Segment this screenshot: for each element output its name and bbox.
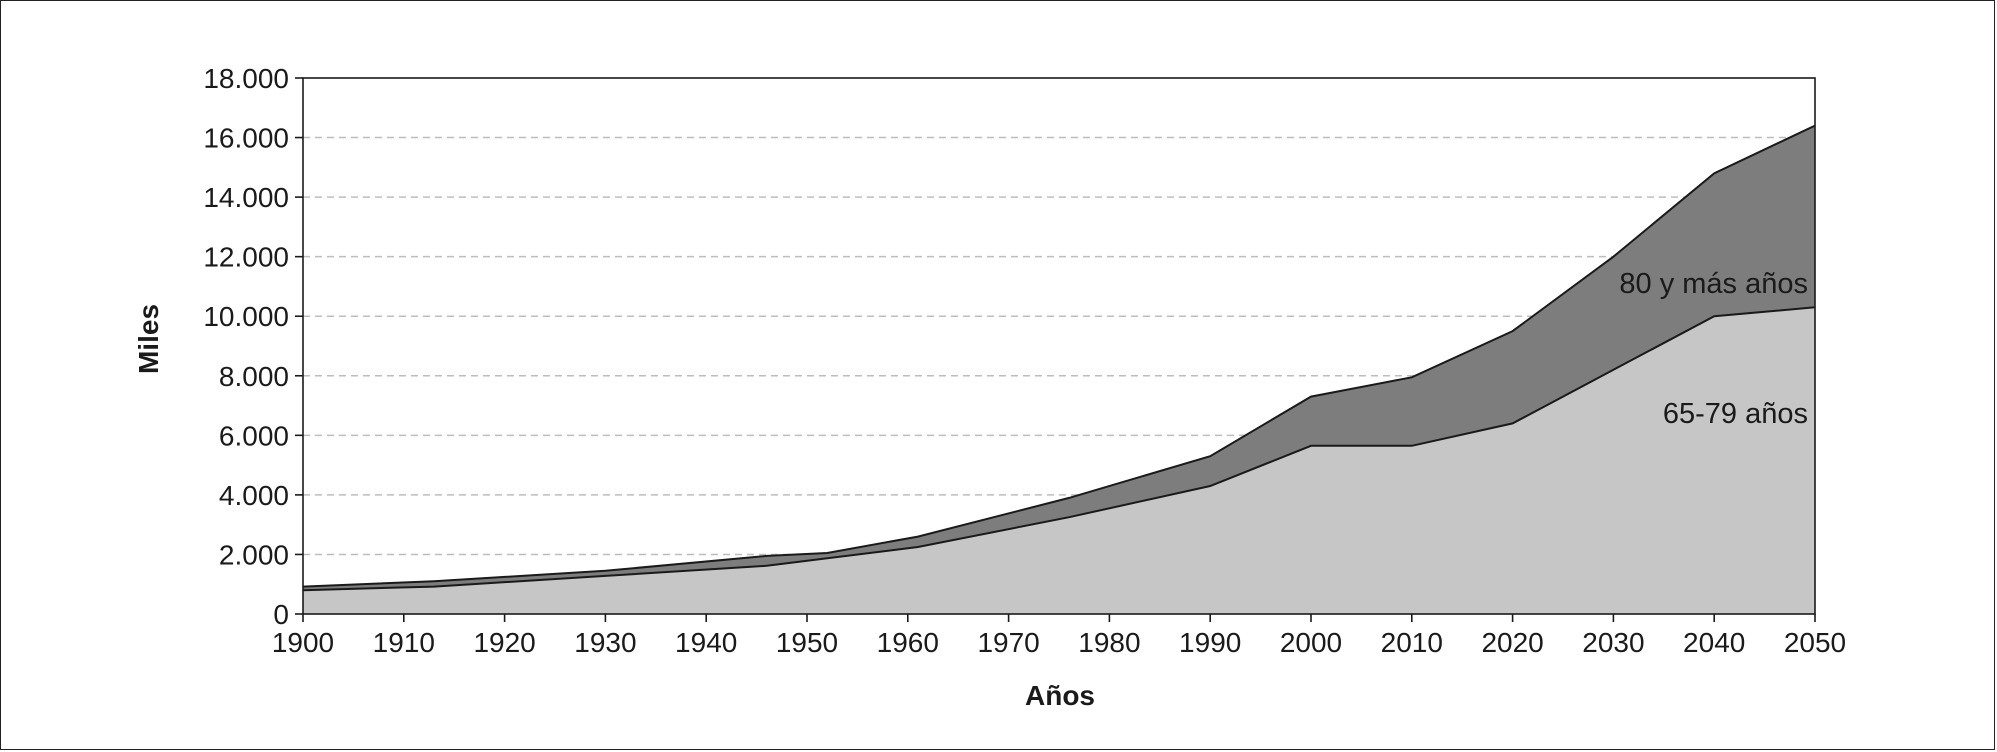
x-tick-label: 1970: [977, 627, 1039, 658]
x-tick-label: 2000: [1280, 627, 1342, 658]
x-axis-ticks: 1900 1910 1920 1930 1940 1950 1960 1970 1980 1990…: [272, 614, 1846, 658]
x-tick-label: 2010: [1381, 627, 1443, 658]
x-tick-label: 2020: [1481, 627, 1543, 658]
x-axis-title: Años: [1025, 680, 1095, 711]
axes: [302, 77, 1816, 615]
y-tick-label: 10.000: [203, 301, 289, 332]
y-tick-label: 14.000: [203, 182, 289, 213]
y-tick-label: 12.000: [203, 242, 289, 273]
area-65-79: [303, 307, 1815, 614]
series-label-80-plus: 80 y más años: [1619, 268, 1808, 300]
x-tick-label: 2050: [1784, 627, 1846, 658]
y-tick-label: 2.000: [219, 539, 289, 570]
x-tick-label: 1950: [776, 627, 838, 658]
x-tick-label: 1980: [1078, 627, 1140, 658]
x-tick-label: 1930: [574, 627, 636, 658]
x-tick-label: 1900: [272, 627, 334, 658]
plot-border: [302, 77, 1816, 615]
x-tick-label: 2040: [1683, 627, 1745, 658]
y-tick-label: 6.000: [219, 420, 289, 451]
y-tick-label: 0: [273, 599, 289, 630]
series-label-65-79: 65-79 años: [1663, 398, 1808, 430]
y-axis-title: Miles: [133, 304, 164, 374]
y-tick-label: 8.000: [219, 361, 289, 392]
y-tick-label: 4.000: [219, 480, 289, 511]
y-tick-label: 16.000: [203, 123, 289, 154]
x-tick-label: 2030: [1582, 627, 1644, 658]
y-tick-label: 18.000: [203, 63, 289, 94]
line-80-y-mas: [302, 124, 1816, 588]
x-tick-label: 1920: [473, 627, 535, 658]
area-80-y-mas: [303, 125, 1815, 591]
line-65-79: [302, 306, 1816, 592]
area-series: [302, 124, 1816, 614]
x-tick-label: 1910: [373, 627, 435, 658]
x-tick-label: 1960: [877, 627, 939, 658]
y-axis-ticks: 0 2.000 4.000 6.000 8.000 10.000 12.000 14.000 1…: [203, 63, 303, 630]
x-tick-label: 1990: [1179, 627, 1241, 658]
x-tick-label: 1940: [675, 627, 737, 658]
